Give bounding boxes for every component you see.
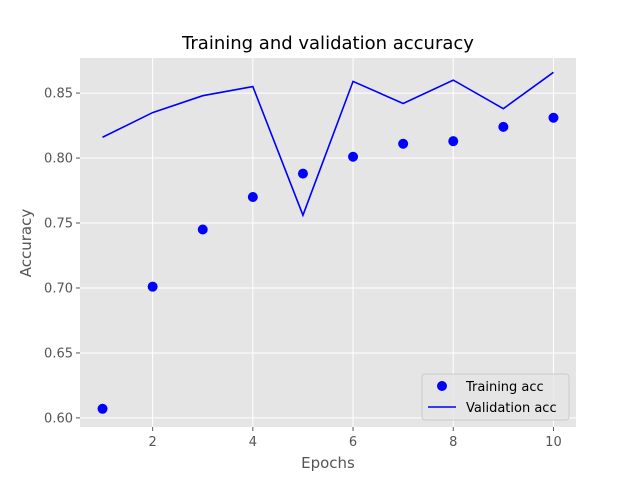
training-acc-point xyxy=(448,136,459,147)
training-acc-point xyxy=(498,121,509,132)
training-acc-point xyxy=(247,192,258,203)
training-acc-point xyxy=(348,151,359,162)
y-tick-labels: 0.60 0.65 0.70 0.75 0.80 0.85 xyxy=(44,87,80,426)
x-tick-label: 2 xyxy=(149,435,157,450)
chart-title: Training and validation accuracy xyxy=(181,33,474,54)
y-tick-label: 0.60 xyxy=(44,411,73,426)
x-axis-label: Epochs xyxy=(301,454,355,472)
training-acc-point xyxy=(297,168,308,179)
y-tick-label: 0.85 xyxy=(44,87,73,102)
x-tick-label: 6 xyxy=(349,435,357,450)
y-axis-label: Accuracy xyxy=(17,209,35,278)
x-tick-labels: 2 4 6 8 10 xyxy=(149,427,562,450)
training-acc-point xyxy=(147,281,158,292)
y-tick-label: 0.80 xyxy=(44,152,73,167)
legend: Training acc Validation acc xyxy=(421,373,570,421)
y-tick-label: 0.65 xyxy=(44,346,73,361)
x-tick-label: 10 xyxy=(545,435,562,450)
legend-training-marker xyxy=(437,381,447,391)
training-acc-point xyxy=(197,224,208,235)
legend-box xyxy=(421,373,570,421)
plot-area xyxy=(80,58,576,427)
validation-acc-line xyxy=(102,71,554,218)
training-acc-point xyxy=(97,403,108,414)
legend-validation-label: Validation acc xyxy=(466,401,557,416)
y-tick-label: 0.70 xyxy=(44,281,73,296)
y-tick-label: 0.75 xyxy=(44,217,73,232)
x-tick-label: 4 xyxy=(249,435,257,450)
training-acc-point xyxy=(398,138,409,149)
legend-training-label: Training acc xyxy=(465,380,544,395)
training-acc-points xyxy=(97,112,559,414)
x-tick-label: 8 xyxy=(449,435,457,450)
training-acc-point xyxy=(548,112,559,123)
y-gridlines xyxy=(80,92,576,419)
